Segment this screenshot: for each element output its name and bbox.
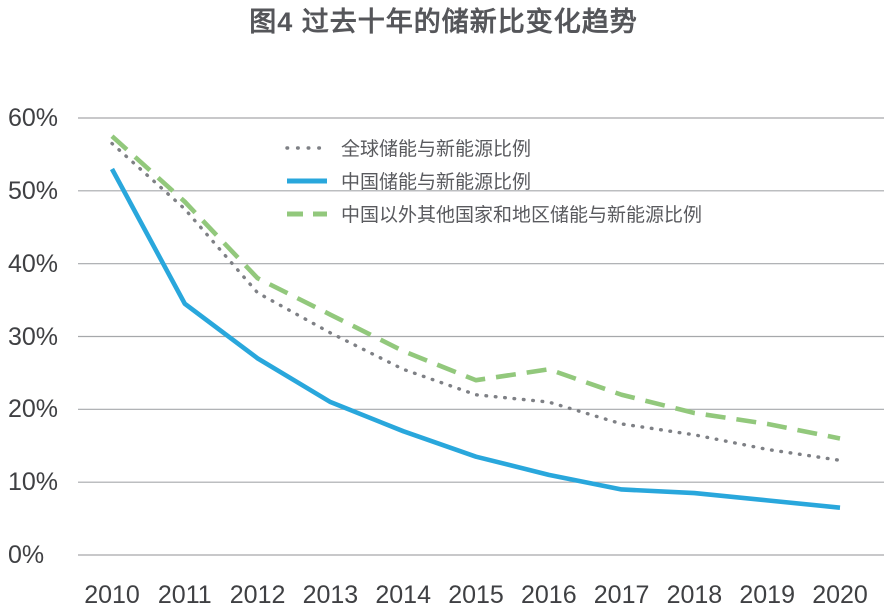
series-line-dotted [110, 141, 842, 463]
series-line-solid [109, 167, 841, 510]
x-tick-label: 2016 [520, 581, 577, 609]
legend-item: 中国储能与新能源比例 [285, 169, 702, 193]
y-tick-label: 60% [8, 104, 59, 132]
x-tick-label: 2010 [84, 581, 140, 609]
legend-swatch-dashed-icon [287, 211, 327, 216]
y-tick-label: 30% [8, 322, 59, 351]
legend-swatch-dotted-icon [285, 145, 329, 150]
series-line-dashed [110, 134, 841, 441]
x-tick-label: 2017 [593, 581, 650, 609]
x-tick-label: 2015 [448, 581, 504, 609]
x-tick-label: 2020 [812, 581, 868, 609]
y-tick-label: 10% [8, 468, 59, 497]
legend-swatch-solid-icon [287, 178, 327, 183]
legend: 全球储能与新能源比例 中国储能与新能源比例中国以外其他国家和地区储能与新能源比例 [285, 136, 702, 235]
chart-title: 图4 过去十年的储新比变化趋势 [249, 7, 638, 37]
x-tick-label: 2018 [666, 581, 723, 609]
legend-item: 全球储能与新能源比例 [285, 136, 702, 160]
y-tick-label: 0% [8, 541, 45, 569]
y-tick-label: 40% [8, 249, 59, 278]
x-tick-label: 2019 [739, 581, 795, 609]
legend-label: 全球储能与新能源比例 [341, 139, 532, 160]
y-tick-label: 20% [8, 395, 59, 424]
x-tick-label: 2013 [302, 581, 359, 609]
x-tick-label: 2011 [157, 581, 212, 609]
legend-label: 中国以外其他国家和地区储能与新能源比例 [341, 205, 703, 226]
y-tick-label: 50% [8, 176, 59, 205]
legend-item: 中国以外其他国家和地区储能与新能源比例 [285, 202, 703, 226]
x-tick-label: 2012 [229, 581, 286, 609]
x-tick-label: 2014 [375, 581, 431, 609]
legend-label: 中国储能与新能源比例 [341, 172, 532, 193]
